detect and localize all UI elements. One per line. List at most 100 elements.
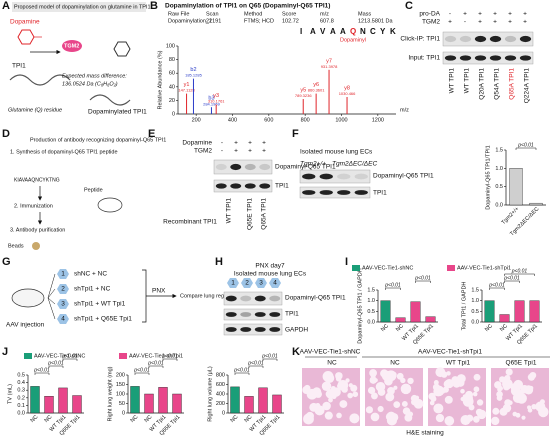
p-value: p<0.01 xyxy=(161,353,178,359)
x-tick-label: NC xyxy=(380,323,390,333)
sign: + xyxy=(234,148,238,155)
residue: V xyxy=(320,27,326,36)
lane-label: WT TPI1 xyxy=(464,68,471,94)
alveolus xyxy=(529,385,534,391)
peak-mz: 789.3236 xyxy=(295,93,312,98)
y-tick-label: 0.5 xyxy=(17,372,25,378)
label: TPI1 xyxy=(275,183,289,190)
label: Click-IP: TPI1 xyxy=(400,36,440,43)
alveolus xyxy=(337,379,349,391)
alveolus xyxy=(520,385,529,394)
group-badge xyxy=(57,314,69,324)
sign: + xyxy=(493,11,497,18)
y-axis-label: Relative Abundance (%) xyxy=(157,50,163,109)
y-tick-label: 0 xyxy=(122,410,125,416)
legend-label: AAV-VEC-Tie1-shTpi1 xyxy=(457,265,511,271)
label: AAV-VEC-Tie1-shTpi1 xyxy=(418,349,482,356)
sign: + xyxy=(448,19,452,26)
band xyxy=(254,312,266,317)
significance-bracket xyxy=(148,365,164,368)
alveolus xyxy=(348,383,353,388)
residue: Y xyxy=(380,27,386,36)
alveolus xyxy=(345,378,350,383)
connector xyxy=(47,288,56,299)
bar xyxy=(499,314,510,323)
alveolus xyxy=(402,407,411,415)
band xyxy=(504,35,517,43)
peak-label: y3 xyxy=(213,93,219,99)
label: Dopaminyl-Q65 TPI1 xyxy=(275,164,336,171)
band xyxy=(519,35,532,43)
product-ring xyxy=(113,41,131,57)
label: FTMS; HCD xyxy=(244,18,274,24)
alveolus xyxy=(428,392,436,400)
enzyme xyxy=(62,40,82,52)
alveolus xyxy=(492,407,500,415)
label: 2 xyxy=(61,286,65,293)
x-tick-label: 1000 xyxy=(335,117,347,123)
alveolus xyxy=(535,401,546,412)
y-tick-label: 0.1 xyxy=(17,403,25,409)
alveolus xyxy=(384,376,393,386)
sign: + xyxy=(523,11,527,18)
alveolus xyxy=(531,403,537,410)
bar xyxy=(529,300,540,323)
y-tick-label: 200 xyxy=(216,401,225,407)
label: Beads xyxy=(8,243,24,249)
label: Isolated mouse lung ECs xyxy=(300,149,373,156)
significance-bracket xyxy=(385,287,401,290)
peak-label: b2 xyxy=(190,67,196,73)
residue: C xyxy=(370,27,376,36)
panel-label: K xyxy=(292,346,300,358)
legend-swatch xyxy=(447,265,455,271)
alveolus xyxy=(502,403,512,413)
alveolus xyxy=(510,386,521,396)
bar xyxy=(514,300,525,323)
label: Scan xyxy=(206,11,219,17)
bar xyxy=(30,386,40,414)
label: KIAVAAQNCYKTNG xyxy=(14,177,60,183)
y-tick-label: 1.0 xyxy=(471,298,479,304)
legend-label: AAV-VEC-Tie1-shNC xyxy=(34,353,85,359)
label: shTpi1 + Q65E Tpi1 xyxy=(74,316,132,323)
alveolus xyxy=(433,403,444,414)
bar xyxy=(130,386,140,414)
label: WT Tpi1 xyxy=(446,360,471,367)
label: TGM2 xyxy=(64,43,79,49)
alveolus xyxy=(336,412,342,419)
label: H&E staining xyxy=(406,430,444,437)
label: 4 xyxy=(273,280,277,287)
panel-label: E xyxy=(148,128,155,140)
alveolus xyxy=(435,413,445,423)
alveolus xyxy=(369,376,377,384)
legend-label: AAV-VEC-Tie1-shTpi1 xyxy=(129,353,183,359)
group-badge xyxy=(57,299,69,309)
peak-mz: 284.1969 xyxy=(203,101,220,106)
band xyxy=(259,183,271,189)
y-tick-label: 0 xyxy=(222,410,225,416)
label: 4 xyxy=(61,316,65,323)
bar xyxy=(380,300,391,323)
band xyxy=(244,163,256,171)
band xyxy=(354,190,368,195)
x-tick-label: 200 xyxy=(192,117,201,123)
blot xyxy=(442,31,534,47)
p-value: p<0.01 xyxy=(147,360,164,366)
alveolus xyxy=(321,381,332,391)
row-label: TGM2 xyxy=(422,19,440,26)
x-tick-label: NC xyxy=(144,414,154,424)
blot xyxy=(223,291,283,306)
alveolus xyxy=(473,416,480,423)
label: NC xyxy=(390,360,400,367)
y-tick-label: 0.5 xyxy=(495,184,503,190)
bar xyxy=(395,317,406,323)
bar xyxy=(258,387,268,414)
alveolus xyxy=(377,405,384,413)
alveolus xyxy=(476,399,484,406)
legend-swatch xyxy=(24,353,32,359)
bar xyxy=(158,387,168,414)
alveolus xyxy=(339,400,348,408)
label: PNX day7 xyxy=(255,263,285,270)
band xyxy=(302,190,316,195)
